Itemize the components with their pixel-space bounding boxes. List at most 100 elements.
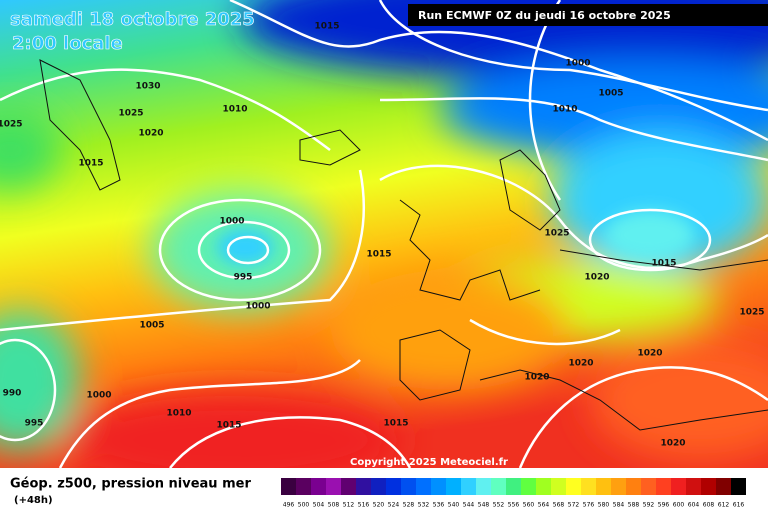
scale-swatch <box>416 478 431 495</box>
isobar-label: 1015 <box>651 259 676 269</box>
isobar-label: 990 <box>3 389 22 399</box>
scale-swatch <box>686 478 701 495</box>
isobar-label: 1020 <box>524 373 549 383</box>
scale-label: 536 <box>433 502 445 509</box>
scale-label: 500 <box>298 502 310 509</box>
scale-label: 568 <box>553 502 565 509</box>
scale-label: 596 <box>658 502 670 509</box>
footer-caption: Géop. z500, pression niveau mer <box>10 477 251 492</box>
scale-swatch <box>596 478 611 495</box>
isobar-label: 1010 <box>222 105 247 115</box>
isobar-label: 1025 <box>118 109 143 119</box>
scale-swatch <box>536 478 551 495</box>
scale-label: 504 <box>313 502 325 509</box>
isobar-label: 1010 <box>166 409 191 419</box>
map-time: 2:00 locale <box>12 33 123 54</box>
scale-label: 548 <box>478 502 490 509</box>
scale-label: 520 <box>373 502 385 509</box>
scale-label: 616 <box>733 502 745 509</box>
scale-label: 516 <box>358 502 370 509</box>
footer-lead: (+48h) <box>14 495 53 506</box>
isobar-label: 1025 <box>739 308 764 318</box>
scale-label: 552 <box>493 502 505 509</box>
run-info: Run ECMWF 0Z du jeudi 16 octobre 2025 <box>418 9 671 22</box>
isobar-label: 1010 <box>552 105 577 115</box>
scale-swatch <box>296 478 311 495</box>
isobar-label: 995 <box>25 419 44 429</box>
isobar-label: 1030 <box>135 82 160 92</box>
scale-label: 576 <box>583 502 595 509</box>
scale-label: 532 <box>418 502 430 509</box>
scale-label: 496 <box>283 502 295 509</box>
scale-label: 508 <box>328 502 340 509</box>
scale-swatch <box>491 478 506 495</box>
isobar-label: 1025 <box>0 120 23 130</box>
isobar-label: 1020 <box>584 273 609 283</box>
isobar-label: 1020 <box>568 359 593 369</box>
scale-swatch <box>371 478 386 495</box>
isobar-label: 1015 <box>78 159 103 169</box>
scale-swatch <box>341 478 356 495</box>
scale-label: 604 <box>688 502 700 509</box>
scale-swatch <box>656 478 671 495</box>
scale-swatch <box>506 478 521 495</box>
scale-label: 584 <box>613 502 625 509</box>
isobar-label: 995 <box>234 273 253 283</box>
scale-label: 572 <box>568 502 580 509</box>
scale-swatch <box>476 478 491 495</box>
isobar-label: 1015 <box>383 419 408 429</box>
scale-label: 556 <box>508 502 520 509</box>
isobar-label: 1000 <box>565 59 590 69</box>
scale-label: 544 <box>463 502 475 509</box>
scale-swatch <box>716 478 731 495</box>
scale-swatch <box>311 478 326 495</box>
scale-swatch <box>641 478 656 495</box>
scale-swatch <box>566 478 581 495</box>
isobar-label: 1005 <box>598 89 623 99</box>
run-box <box>408 4 768 26</box>
scale-label: 600 <box>673 502 685 509</box>
scale-swatch <box>731 478 746 495</box>
scale-swatch <box>401 478 416 495</box>
scale-swatch <box>446 478 461 495</box>
isobar-label: 1025 <box>544 229 569 239</box>
copyright: Copyright 2025 Meteociel.fr <box>350 457 508 468</box>
isobar-labels: 1015 1000 1005 1010 1030 1010 1025 1025 1020 1015… <box>0 22 765 449</box>
scale-label: 588 <box>628 502 640 509</box>
isobar-label: 1005 <box>139 321 164 331</box>
scale-label: 592 <box>643 502 655 509</box>
map-background <box>0 0 768 490</box>
color-scale: 496 500 504 508 512 516 520 524 528 532 536 540 544 5… <box>281 478 746 509</box>
scale-label: 608 <box>703 502 715 509</box>
scale-swatch <box>326 478 341 495</box>
scale-swatch <box>431 478 446 495</box>
scale-label: 564 <box>538 502 550 509</box>
scale-swatch <box>521 478 536 495</box>
isobar-label: 1015 <box>366 250 391 260</box>
isobar-label: 1020 <box>138 129 163 139</box>
isobar-label: 1015 <box>216 421 241 431</box>
scale-swatch <box>461 478 476 495</box>
scale-swatch <box>701 478 716 495</box>
isobar-label: 1015 <box>314 22 339 32</box>
scale-label: 612 <box>718 502 730 509</box>
scale-swatch <box>611 478 626 495</box>
scale-swatch <box>581 478 596 495</box>
map-title: samedi 18 octobre 2025 <box>10 9 255 30</box>
scale-label: 540 <box>448 502 460 509</box>
scale-label: 580 <box>598 502 610 509</box>
isobar-label: 1000 <box>245 302 270 312</box>
scale-label: 560 <box>523 502 535 509</box>
scale-label: 524 <box>388 502 400 509</box>
scale-swatch <box>356 478 371 495</box>
scale-swatch <box>551 478 566 495</box>
scale-swatch <box>626 478 641 495</box>
coastlines <box>39 59 768 431</box>
scale-swatch <box>281 478 296 495</box>
isobar-label: 1020 <box>637 349 662 359</box>
scale-swatch <box>386 478 401 495</box>
isobar-label: 1000 <box>219 217 244 227</box>
scale-label: 512 <box>343 502 355 509</box>
scale-swatch <box>671 478 686 495</box>
